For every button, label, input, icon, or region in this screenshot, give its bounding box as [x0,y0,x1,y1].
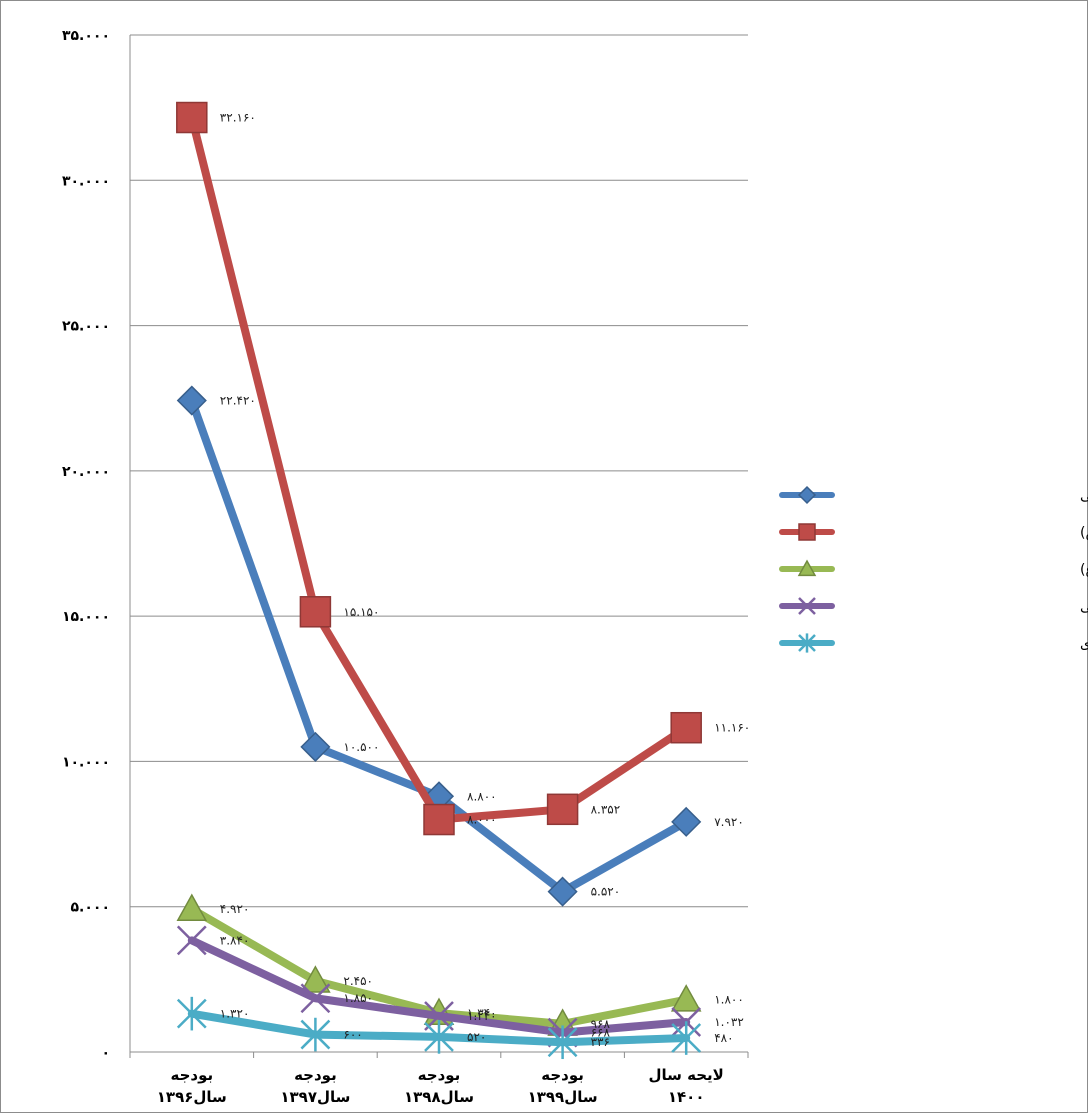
data-label: ۶۰۰ [343,1028,362,1042]
y-tick-label: ۱۰.۰۰۰ [62,754,110,770]
legend-label: مجمع جهانی اهل بیت(ع) [1080,562,1088,578]
legend-entry: بنیاد سعدی [779,633,1088,653]
data-point [176,996,207,1031]
data-label: ۱۰.۵۰۰ [343,740,379,754]
data-point [547,1025,578,1060]
data-point [176,101,208,134]
series-line [187,113,691,824]
legend-label: سازمان فرهنگ و ارتباطات اسلامی [1080,487,1088,504]
data-label: ۶۶۸ [591,1026,611,1040]
legend-label: مجمع تقریب مذاهب اسلامی [1080,599,1088,615]
x-tick-label: بودجه سال۱۳۹۹ [528,1066,598,1106]
data-point [424,1020,454,1054]
y-tick-label: ۰ [101,1045,110,1061]
data-point [300,983,331,1014]
data-label: ۸.۰۰۰ [467,813,497,827]
data-label: ۳۲.۱۶۰ [220,111,256,125]
data-point [671,1021,702,1055]
data-label: ۱۵.۱۵۰ [343,605,379,619]
data-point [300,1017,331,1052]
legend-marker [798,633,816,653]
x-tick-label: بودجه سال۱۳۹۸ [404,1066,474,1106]
data-point [671,806,702,837]
legend-marker [797,485,817,505]
legend-entry: جامعه المصطفی العالمیه(ص) [779,523,1088,541]
legend-marker [798,523,816,541]
x-tick-label: بودجه سال۱۳۹۶ [157,1066,227,1106]
legend-label: بنیاد سعدی [1080,636,1088,652]
data-point [176,925,207,956]
data-point [300,731,331,762]
series-1 [176,385,702,907]
data-label: ۳.۸۴۰ [220,933,250,947]
data-label: ۹۶۸ [591,1017,611,1031]
data-point [176,893,208,921]
data-point [299,596,332,628]
gridlines [130,34,748,908]
legend-entry: مجمع تقریب مذاهب اسلامی [779,597,1088,615]
y-tick-label: ۵.۰۰۰ [71,900,111,916]
series-5 [176,996,702,1060]
data-label: ۱.۸۵۰ [343,991,373,1005]
legend-marker [797,559,817,577]
data-label: ۸.۸۰۰ [467,789,497,803]
y-tick-label: ۳۰.۰۰۰ [62,173,110,189]
data-label: ۳۳۶ [591,1035,610,1049]
data-label: ۱.۲۴۰ [467,1009,497,1023]
legend-entry: مجمع جهانی اهل بیت(ع) [779,559,1088,578]
data-label: ۷.۹۲۰ [714,815,744,829]
y-tick-label: ۳۵.۰۰۰ [62,28,110,44]
data-label: ۱.۰۳۲ [714,1015,744,1029]
x-tick-label: بودجه سال۱۳۹۷ [280,1066,350,1106]
legend-entry: سازمان فرهنگ و ارتباطات اسلامی [779,485,1088,505]
data-label: ۲.۴۵۰ [343,974,373,988]
data-point [546,793,579,826]
data-label: ۵۲۰ [467,1030,486,1044]
x-tick-label: لایحه سال ۱۴۰۰ [649,1066,724,1106]
legend-label: جامعه المصطفی العالمیه(ص) [1080,525,1088,541]
legend-marker [798,597,816,615]
data-label: ۱.۸۰۰ [714,993,744,1007]
y-tick-label: ۱۵.۰۰۰ [62,609,110,625]
data-point [547,876,578,907]
data-point [423,803,455,836]
data-label: ۲۲.۴۲۰ [220,394,256,408]
data-point [176,385,207,416]
data-label: ۱.۳۲۰ [220,1007,250,1021]
data-point [424,1001,454,1031]
y-tick-label: ۲۰.۰۰۰ [62,464,110,480]
data-point [670,711,702,744]
data-point [670,984,702,1012]
data-point [300,965,331,993]
data-label: ۴.۹۲۰ [220,902,250,916]
series-2 [176,101,702,836]
data-label: ۱.۳۴۰ [467,1006,497,1020]
data-label: ۵.۵۲۰ [591,885,621,899]
data-label: ۴۸۰ [714,1031,733,1045]
data-label: ۸.۳۵۲ [591,802,621,816]
data-label: ۱۱.۱۶۰ [714,721,750,735]
y-tick-label: ۲۵.۰۰۰ [62,319,110,335]
